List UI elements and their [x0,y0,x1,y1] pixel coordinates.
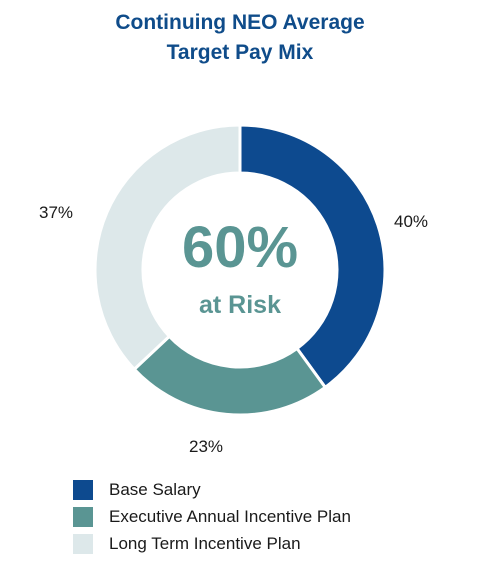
donut-slice-executive-annual-incentive [132,334,328,417]
legend: Base Salary Executive Annual Incentive P… [73,476,351,557]
slice-label-base-salary: 40% [394,212,429,231]
donut-slice-base-salary [238,123,387,390]
legend-item-long-term-incentive: Long Term Incentive Plan [73,530,351,557]
legend-swatch-executive-annual-incentive [73,506,93,527]
slice-label-executive-annual-incentive: 23% [189,437,224,456]
legend-label-long-term-incentive: Long Term Incentive Plan [109,533,301,553]
legend-item-executive-annual-incentive: Executive Annual Incentive Plan [73,503,351,530]
donut-slice-long-term-incentive [93,123,242,372]
slice-label-long-term-incentive: 37% [39,203,74,222]
chart-title-line-1: Continuing NEO Average [115,11,365,34]
center-percentage: 60% [181,215,299,280]
center-caption: at Risk [199,291,281,319]
legend-swatch-base-salary [73,479,93,500]
legend-item-base-salary: Base Salary [73,476,351,503]
chart-title-line-2: Target Pay Mix [166,41,314,64]
chart-title: Continuing NEO Average Target Pay Mix [0,8,480,68]
legend-label-base-salary: Base Salary [109,479,201,499]
legend-swatch-long-term-incentive [73,533,93,554]
legend-label-executive-annual-incentive: Executive Annual Incentive Plan [109,506,351,526]
